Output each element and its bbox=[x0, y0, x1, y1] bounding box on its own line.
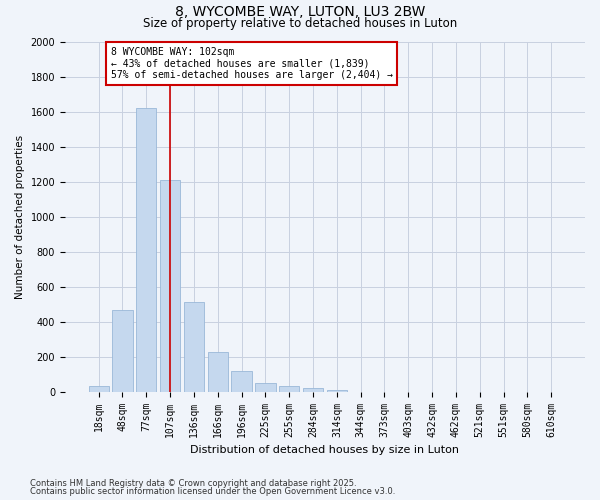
X-axis label: Distribution of detached houses by size in Luton: Distribution of detached houses by size … bbox=[190, 445, 460, 455]
Bar bbox=[208, 352, 228, 392]
Text: Size of property relative to detached houses in Luton: Size of property relative to detached ho… bbox=[143, 18, 457, 30]
Bar bbox=[136, 108, 157, 392]
Bar bbox=[160, 180, 180, 392]
Bar bbox=[232, 370, 252, 392]
Bar bbox=[279, 386, 299, 392]
Text: Contains public sector information licensed under the Open Government Licence v3: Contains public sector information licen… bbox=[30, 487, 395, 496]
Bar bbox=[112, 310, 133, 392]
Y-axis label: Number of detached properties: Number of detached properties bbox=[15, 134, 25, 298]
Text: 8 WYCOMBE WAY: 102sqm
← 43% of detached houses are smaller (1,839)
57% of semi-d: 8 WYCOMBE WAY: 102sqm ← 43% of detached … bbox=[110, 47, 392, 80]
Bar bbox=[184, 302, 204, 392]
Bar bbox=[303, 388, 323, 392]
Bar bbox=[89, 386, 109, 392]
Bar bbox=[327, 390, 347, 392]
Text: Contains HM Land Registry data © Crown copyright and database right 2025.: Contains HM Land Registry data © Crown c… bbox=[30, 478, 356, 488]
Text: 8, WYCOMBE WAY, LUTON, LU3 2BW: 8, WYCOMBE WAY, LUTON, LU3 2BW bbox=[175, 5, 425, 19]
Bar bbox=[255, 383, 275, 392]
